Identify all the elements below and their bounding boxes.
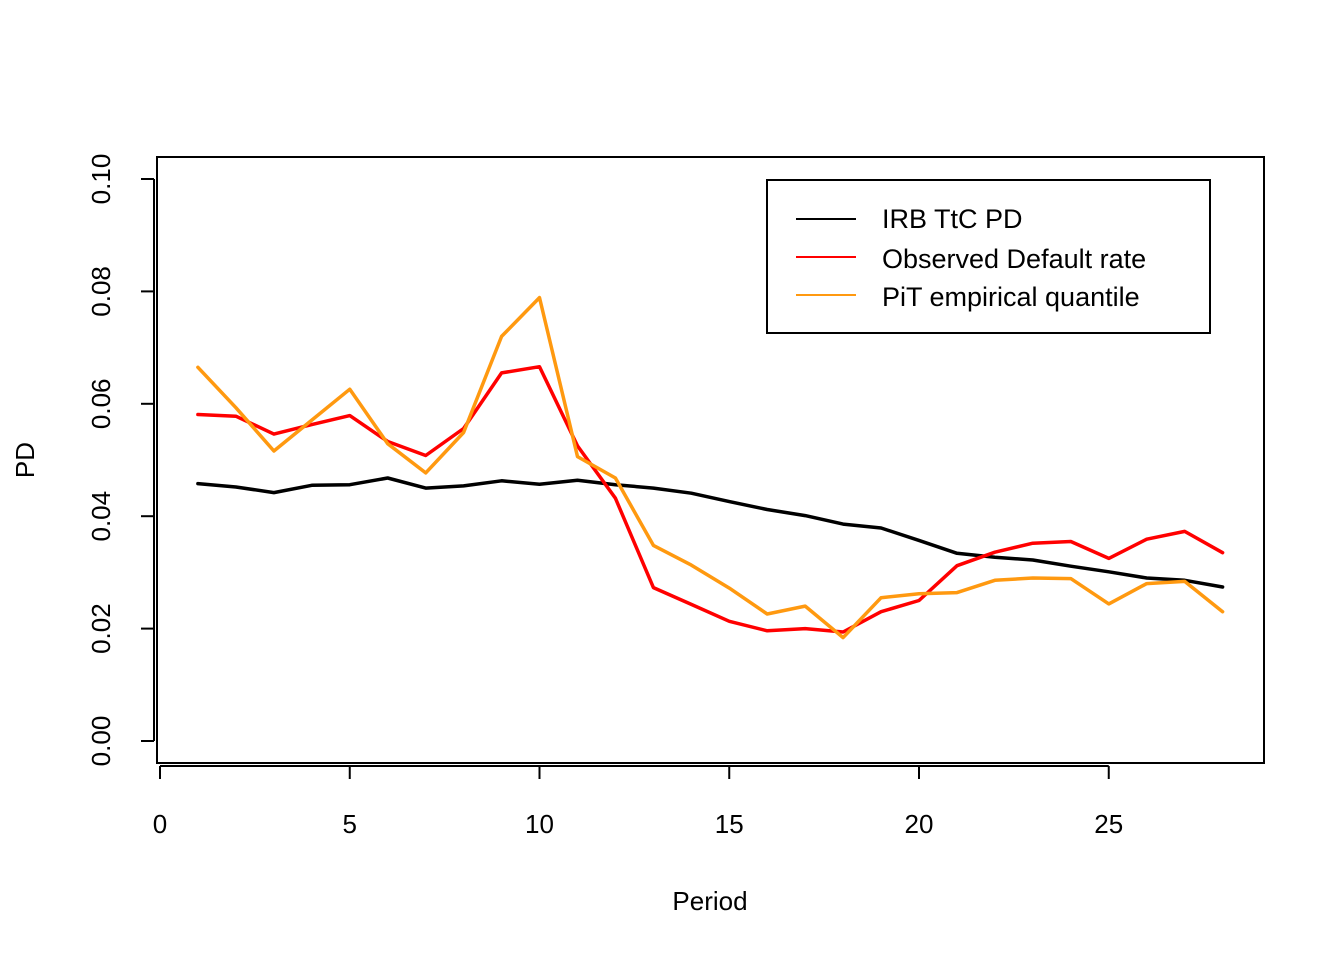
y-axis-title: PD bbox=[10, 442, 40, 478]
series-layer bbox=[196, 295, 1225, 640]
series-line-irb-ttc-pd bbox=[196, 476, 1225, 589]
y-tick-label: 0.10 bbox=[86, 154, 116, 205]
y-tick-label: 0.00 bbox=[86, 716, 116, 767]
y-tick-label: 0.02 bbox=[86, 603, 116, 654]
y-axis: 0.00 0.02 0.04 0.06 0.08 0.10 bbox=[86, 154, 155, 767]
series-line-pit-empirical-quantile bbox=[196, 295, 1225, 640]
x-tick-label: 10 bbox=[525, 809, 554, 839]
legend: IRB TtC PD Observed Default rate PiT emp… bbox=[766, 179, 1211, 334]
series-line-observed-default-rate bbox=[196, 364, 1225, 634]
legend-label-irb-ttc-pd: IRB TtC PD bbox=[882, 204, 1023, 234]
x-axis: 0 5 10 15 20 25 bbox=[153, 765, 1123, 839]
x-tick-label: 15 bbox=[715, 809, 744, 839]
plot-frame bbox=[156, 156, 1265, 764]
x-axis-title: Period bbox=[672, 886, 747, 916]
legend-label-pit-empirical-quantile: PiT empirical quantile bbox=[882, 282, 1140, 312]
x-tick-label: 20 bbox=[905, 809, 934, 839]
x-tick-label: 5 bbox=[343, 809, 357, 839]
legend-label-observed-default-rate: Observed Default rate bbox=[882, 244, 1146, 274]
y-tick-label: 0.04 bbox=[86, 491, 116, 542]
y-tick-label: 0.06 bbox=[86, 378, 116, 429]
x-tick-label: 25 bbox=[1094, 809, 1123, 839]
y-tick-label: 0.08 bbox=[86, 266, 116, 317]
x-tick-label: 0 bbox=[153, 809, 167, 839]
